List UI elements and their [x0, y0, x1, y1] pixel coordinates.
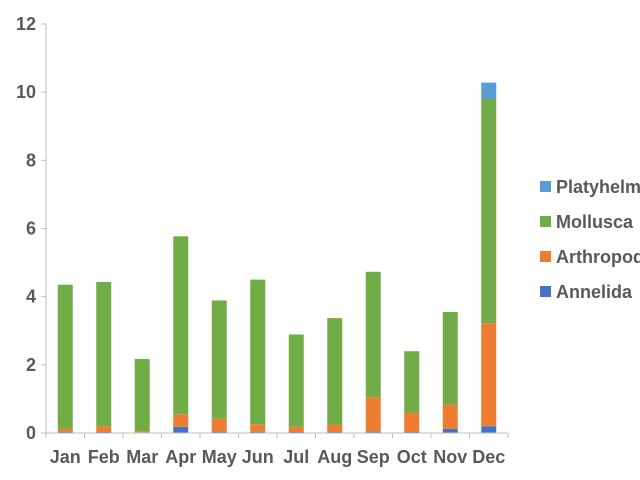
x-tick-label: Nov [433, 447, 467, 467]
legend-swatch [540, 216, 551, 227]
bar-segment-mollusca [481, 98, 497, 324]
bar-segment-mollusca [404, 351, 420, 413]
bar-segment-mollusca [96, 282, 112, 427]
x-tick-label: Oct [397, 447, 427, 467]
bar-segment-arthropoda [442, 404, 458, 429]
x-tick-label: Jun [242, 447, 274, 467]
x-tick-label: Mar [126, 447, 158, 467]
y-tick-label: 4 [26, 287, 36, 307]
bar-segment-arthropoda [404, 412, 420, 432]
y-tick-label: 6 [26, 219, 36, 239]
x-tick-label: Dec [472, 447, 505, 467]
legend-swatch [540, 181, 551, 192]
bar-segment-mollusca [211, 300, 227, 419]
legend-swatch [540, 286, 551, 297]
x-tick-label: Jul [283, 447, 309, 467]
bar-segment-mollusca [173, 236, 189, 415]
y-tick-label: 12 [16, 14, 36, 34]
bar-segment-annelida [288, 431, 304, 433]
bar-segment-mollusca [134, 359, 150, 432]
x-tick-label: Feb [88, 447, 120, 467]
bar-segment-arthropoda [327, 424, 343, 432]
y-tick-label: 8 [26, 150, 36, 170]
y-tick-label: 2 [26, 355, 36, 375]
y-tick-label: 10 [16, 82, 36, 102]
bar-segment-arthropoda [211, 418, 227, 432]
bar-segment-mollusca [288, 334, 304, 427]
legend: Platyhelm Mollusca Arthropoda Annelida [540, 177, 640, 302]
x-tick-label: Jan [50, 447, 81, 467]
legend-swatch [540, 251, 551, 262]
bar-segment-annelida [327, 431, 343, 433]
legend-label: Arthropoda [556, 247, 640, 267]
legend-label: Platyhelm [556, 177, 640, 197]
bar-segment-mollusca [365, 271, 381, 398]
bar-segment-arthropoda [288, 426, 304, 432]
bar-segment-arthropoda [134, 431, 150, 433]
bar-segment-annelida [96, 431, 112, 433]
bar-segment-arthropoda [365, 397, 381, 432]
bar-segment-annelida [404, 431, 420, 433]
bar-segment-mollusca [327, 318, 343, 425]
y-axis-ticks: 0 2 4 6 8 10 12 [16, 14, 46, 443]
x-tick-label: Sep [357, 447, 390, 467]
bar-segment-mollusca [442, 312, 458, 405]
bar-segment-arthropoda [481, 323, 497, 427]
bar-segment-arthropoda [250, 424, 266, 432]
bar-segment-annelida [365, 431, 381, 433]
bar-segment-annelida [442, 428, 458, 433]
x-tick-label: May [202, 447, 237, 467]
bar-segment-annelida [173, 426, 189, 433]
legend-label: Annelida [556, 282, 633, 302]
bar-segment-arthropoda [173, 414, 189, 427]
bar-segment-annelida [211, 431, 227, 433]
legend-label: Mollusca [556, 212, 634, 232]
bar-segment-annelida [57, 431, 73, 433]
bar-segment-mollusca [250, 279, 266, 425]
bar-segment-mollusca [57, 284, 73, 429]
bar-segment-arthropoda [96, 426, 112, 432]
bar-segment-annelida [250, 431, 266, 433]
bar-segment-arthropoda [57, 428, 73, 432]
y-tick-label: 0 [26, 423, 36, 443]
bars [57, 82, 497, 433]
x-tick-label: Aug [317, 447, 352, 467]
x-tick-label: Apr [165, 447, 196, 467]
bar-segment-annelida [481, 426, 497, 433]
x-axis-ticks: Jan Feb Mar Apr May Jun Jul Aug Sep Oct Nov Dec [45, 433, 509, 467]
bar-segment-platyhelm [481, 82, 497, 99]
